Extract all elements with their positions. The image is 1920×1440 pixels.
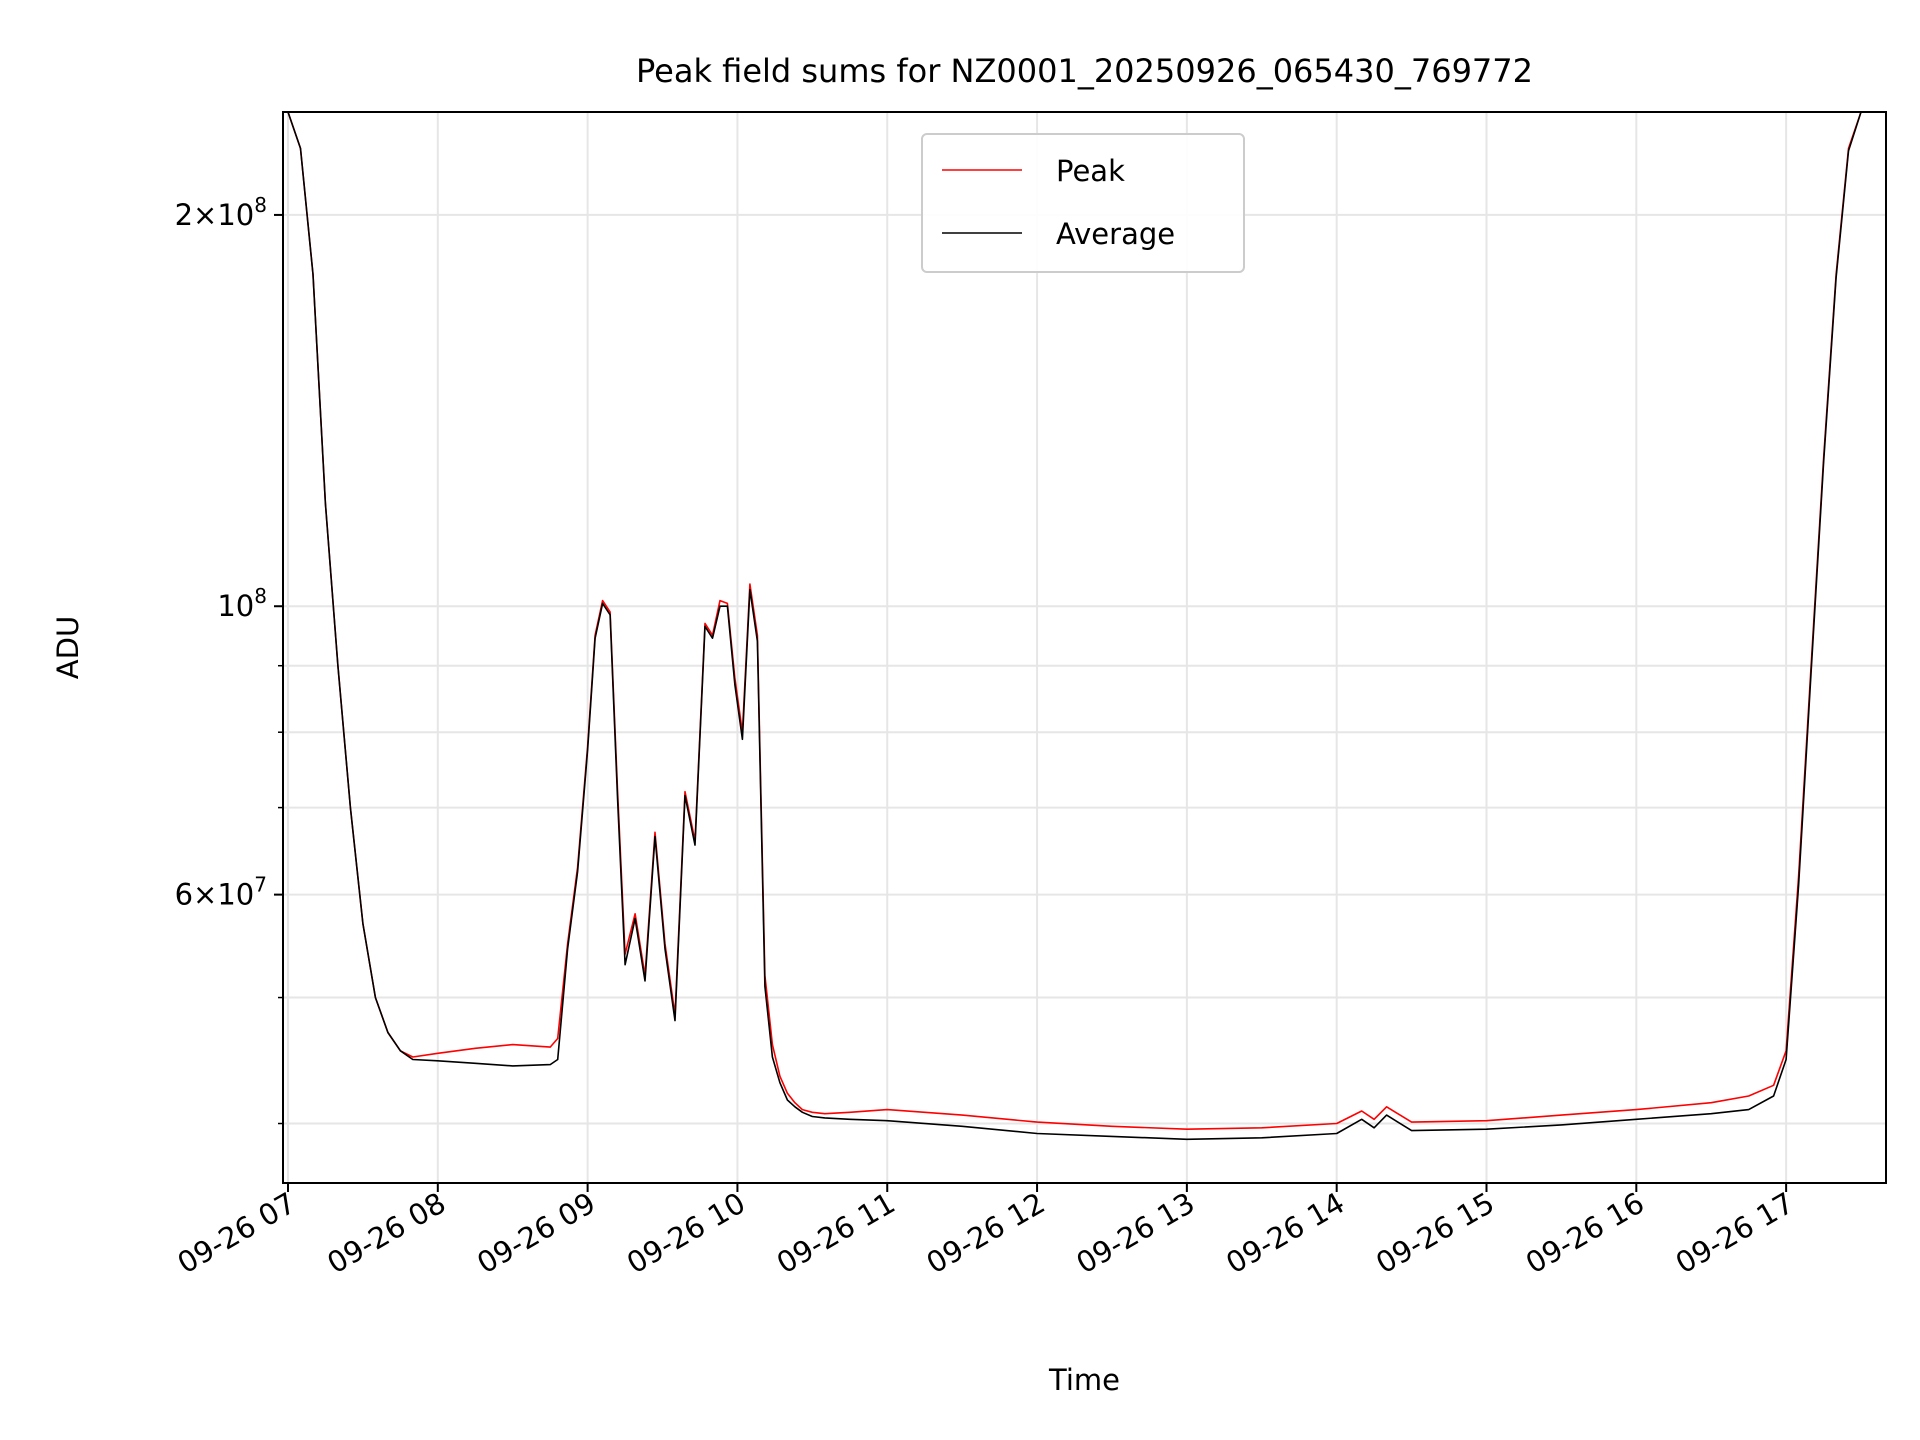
y-tick-label: 6×107 [175, 873, 267, 912]
series-lines [287, 112, 1874, 1141]
plot-frame [282, 111, 1887, 1184]
y-axis-label: ADU [51, 616, 85, 679]
y-tick-label: 2×108 [175, 193, 267, 232]
y-tick-label: 108 [217, 584, 267, 623]
y-axis-ticks: 6×107 108 2×108 [175, 193, 283, 1125]
chart-title: Peak field sums for NZ0001_20250926_0654… [636, 52, 1533, 90]
series-line-average [287, 112, 1874, 1141]
legend-label-average: Average [1056, 217, 1175, 251]
x-axis-label: Time [1048, 1363, 1120, 1397]
legend-label-peak: Peak [1056, 154, 1125, 188]
legend-box [921, 133, 1245, 273]
legend: Peak Average [921, 133, 1245, 273]
